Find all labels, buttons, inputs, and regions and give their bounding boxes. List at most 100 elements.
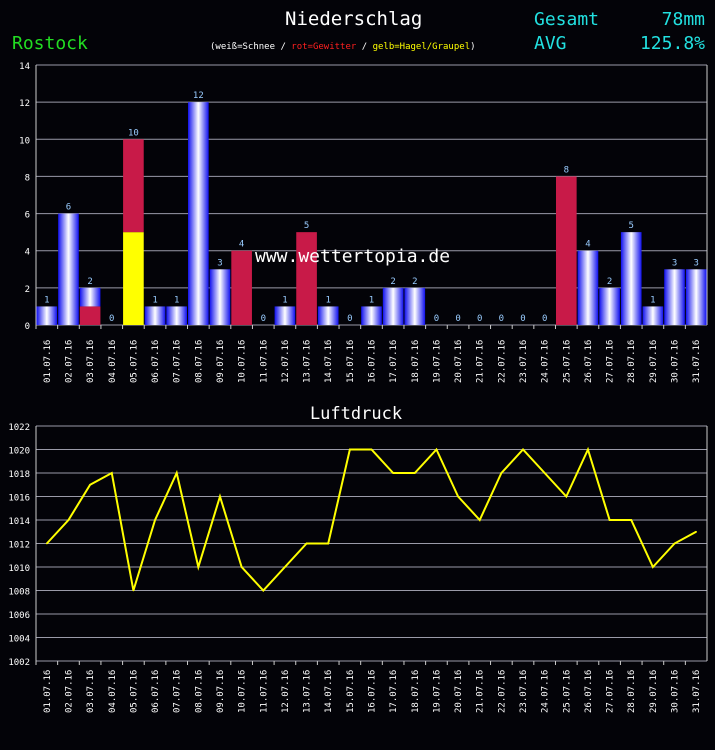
bar-value-label: 0 bbox=[109, 314, 114, 324]
precip-x-tick-label: 14.07.16 bbox=[324, 340, 334, 383]
bar-value-label: 2 bbox=[390, 277, 395, 287]
precip-x-tick-label: 08.07.16 bbox=[194, 340, 204, 383]
pressure-point bbox=[46, 542, 48, 545]
legend-snow: (weiß=Schnee / bbox=[210, 42, 286, 52]
precip-x-tick-label: 07.07.16 bbox=[173, 340, 183, 383]
legend-close: ) bbox=[470, 42, 476, 52]
pressure-point bbox=[110, 472, 113, 474]
pressure-y-tick-label: 1012 bbox=[8, 541, 30, 551]
bar-value-label: 1 bbox=[325, 295, 330, 305]
bar-value-label: 1 bbox=[44, 295, 49, 305]
precip-x-tick-label: 16.07.16 bbox=[368, 340, 378, 383]
pressure-point bbox=[305, 542, 308, 545]
precip-y-tick-label: 12 bbox=[19, 99, 30, 109]
thunder-bar bbox=[79, 306, 101, 325]
pressure-point bbox=[154, 519, 156, 521]
pressure-x-tick-label: 30.07.16 bbox=[671, 670, 681, 713]
pressure-x-tick-label: 10.07.16 bbox=[238, 670, 248, 713]
pressure-x-tick-label: 11.07.16 bbox=[259, 670, 269, 713]
precip-x-tick-label: 01.07.16 bbox=[43, 340, 53, 383]
pressure-x-tick-label: 16.07.16 bbox=[368, 670, 378, 713]
pressure-x-tick-label: 15.07.16 bbox=[346, 670, 356, 713]
avg-label: AVG bbox=[534, 33, 567, 54]
bar-value-label: 4 bbox=[585, 240, 590, 250]
pressure-x-tick-label: 23.07.16 bbox=[519, 670, 529, 713]
pressure-point bbox=[392, 472, 394, 474]
pressure-x-tick-label: 31.07.16 bbox=[692, 670, 702, 713]
rain-bar bbox=[209, 269, 231, 325]
bar-value-label: 1 bbox=[650, 295, 655, 305]
rain-bar bbox=[642, 306, 664, 325]
pressure-x-tick-label: 20.07.16 bbox=[454, 670, 464, 713]
pressure-point bbox=[219, 495, 221, 498]
precip-x-tick-label: 30.07.16 bbox=[671, 340, 681, 383]
rain-bar bbox=[79, 287, 101, 307]
pressure-x-tick-label: 02.07.16 bbox=[64, 670, 74, 713]
chart-title: Niederschlag bbox=[285, 8, 423, 30]
precip-x-tick-label: 04.07.16 bbox=[108, 340, 118, 383]
bar-value-label: 10 bbox=[128, 128, 139, 138]
precip-x-tick-label: 29.07.16 bbox=[649, 340, 659, 383]
bar-value-label: 1 bbox=[174, 295, 179, 305]
rain-bar bbox=[274, 306, 296, 325]
pressure-x-tick-label: 08.07.16 bbox=[194, 670, 204, 713]
bar-value-label: 1 bbox=[282, 295, 287, 305]
pressure-point bbox=[478, 519, 481, 521]
pressure-point bbox=[565, 495, 568, 498]
rain-bar bbox=[166, 306, 188, 325]
precip-x-tick-label: 21.07.16 bbox=[476, 340, 486, 383]
pressure-point bbox=[284, 566, 286, 568]
bar-value-label: 4 bbox=[239, 240, 244, 250]
bar-value-label: 0 bbox=[542, 314, 547, 324]
precip-x-tick-label: 22.07.16 bbox=[497, 340, 507, 383]
legend-sep: / bbox=[361, 42, 368, 52]
rain-bar bbox=[58, 213, 79, 325]
precip-x-tick-label: 02.07.16 bbox=[64, 340, 74, 383]
location-label: Rostock bbox=[12, 33, 88, 54]
total-value: 78mm bbox=[661, 9, 705, 30]
precip-x-tick-label: 09.07.16 bbox=[216, 340, 226, 383]
precip-y-tick-label: 10 bbox=[19, 136, 30, 146]
precip-x-tick-label: 03.07.16 bbox=[86, 340, 96, 383]
pressure-x-tick-label: 19.07.16 bbox=[432, 670, 442, 713]
pressure-x-tick-label: 24.07.16 bbox=[541, 670, 551, 713]
watermark: www.wettertopia.de bbox=[255, 246, 450, 267]
pressure-point bbox=[262, 589, 265, 592]
bar-value-label: 0 bbox=[499, 314, 504, 324]
precip-x-tick-label: 10.07.16 bbox=[238, 340, 248, 383]
rain-bar bbox=[188, 102, 209, 326]
rain-bar bbox=[382, 287, 404, 325]
pressure-point bbox=[132, 589, 135, 592]
pressure-point bbox=[413, 472, 416, 474]
precip-x-tick-label: 15.07.16 bbox=[346, 340, 356, 383]
rain-bar bbox=[599, 287, 620, 325]
pressure-x-tick-label: 22.07.16 bbox=[497, 670, 507, 713]
precip-x-tick-label: 05.07.16 bbox=[129, 340, 139, 383]
precip-x-tick-label: 18.07.16 bbox=[411, 340, 421, 383]
bar-value-label: 0 bbox=[261, 314, 266, 324]
bar-value-label: 2 bbox=[412, 277, 417, 287]
precip-x-tick-label: 28.07.16 bbox=[627, 340, 637, 383]
pressure-x-tick-label: 25.07.16 bbox=[562, 670, 572, 713]
rain-bar bbox=[664, 269, 685, 325]
precip-y-tick-label: 14 bbox=[19, 62, 30, 72]
pressure-x-tick-label: 29.07.16 bbox=[649, 670, 659, 713]
pressure-x-tick-label: 07.07.16 bbox=[173, 670, 183, 713]
precip-x-tick-label: 19.07.16 bbox=[432, 340, 442, 383]
bar-value-label: 5 bbox=[304, 221, 309, 231]
rain-bar bbox=[620, 232, 642, 325]
bar-value-label: 0 bbox=[477, 314, 482, 324]
bar-value-label: 0 bbox=[347, 314, 352, 324]
pressure-point bbox=[500, 472, 503, 474]
precip-x-tick-label: 24.07.16 bbox=[541, 340, 551, 383]
pressure-x-tick-label: 27.07.16 bbox=[606, 670, 616, 713]
bar-value-label: 0 bbox=[520, 314, 525, 324]
pressure-x-tick-label: 06.07.16 bbox=[151, 670, 161, 713]
pressure-point bbox=[457, 495, 459, 498]
rain-bar bbox=[404, 287, 426, 325]
pressure-x-tick-label: 09.07.16 bbox=[216, 670, 226, 713]
pressure-point bbox=[435, 448, 438, 451]
pressure-y-tick-label: 1010 bbox=[8, 564, 30, 574]
